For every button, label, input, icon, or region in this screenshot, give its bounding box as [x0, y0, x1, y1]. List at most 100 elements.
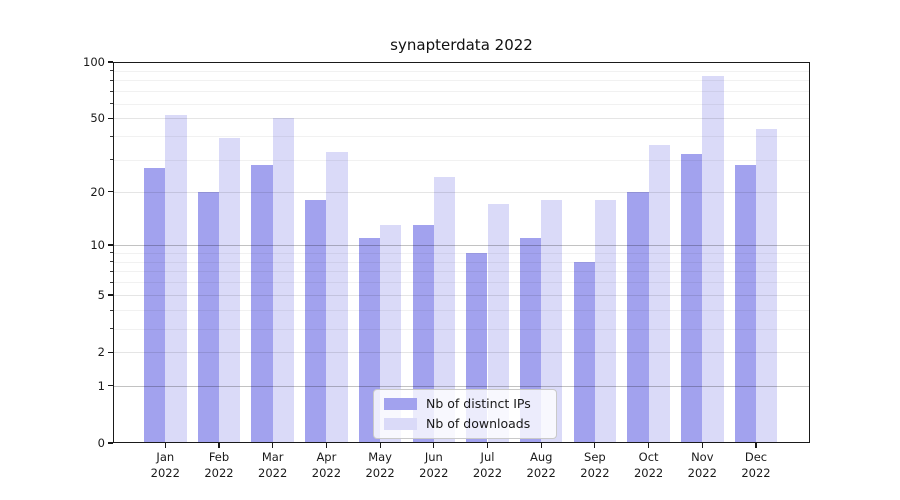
gridline-y-40: [113, 136, 810, 138]
gridline-y-30: [113, 159, 810, 161]
y-minortick-7: [110, 270, 113, 272]
x-tick-month: Aug: [529, 450, 553, 464]
x-tick-label-mar: Mar 2022: [246, 450, 300, 481]
gridline-y-90: [113, 70, 810, 72]
y-tick-0: [108, 442, 113, 444]
x-tick-feb: [218, 443, 220, 448]
bar-dec-distinct-ips: [734, 165, 756, 443]
x-tick-label-feb: Feb 2022: [192, 450, 246, 481]
gridline-y-3: [113, 328, 810, 330]
x-tick-label-may: May 2022: [353, 450, 407, 481]
y-minortick-4: [110, 309, 113, 311]
legend-swatch-downloads: [384, 417, 417, 430]
x-tick-dec: [755, 443, 757, 448]
y-minortick-30: [110, 159, 113, 160]
bar-nov-downloads: [702, 76, 724, 443]
gridline-y-80: [113, 80, 810, 82]
x-tick-year: 2022: [419, 465, 449, 480]
bar-dec-downloads: [756, 128, 778, 443]
legend-item-downloads: Nb of downloads: [384, 415, 546, 432]
gridline-y-70: [113, 91, 810, 93]
y-tick-5: [108, 294, 113, 296]
x-tick-month: Jul: [480, 450, 495, 464]
y-minortick-80: [110, 79, 113, 81]
x-tick-label-dec: Dec 2022: [729, 450, 783, 481]
x-tick-label-jul: Jul 2022: [461, 450, 515, 481]
x-tick-oct: [648, 443, 650, 448]
gridline-y-8: [113, 261, 810, 263]
x-tick-year: 2022: [311, 465, 342, 480]
x-tick-label-nov: Nov 2022: [675, 450, 729, 481]
y-minortick-9: [110, 252, 113, 254]
bar-jan-downloads: [165, 115, 187, 443]
legend-label-downloads: Nb of downloads: [426, 416, 531, 431]
x-tick-label-oct: Oct 2022: [622, 450, 676, 481]
y-tick-20: [108, 191, 113, 193]
x-tick-month: Jan: [156, 450, 175, 464]
bar-sep-downloads: [594, 199, 617, 443]
x-tick-year: 2022: [687, 465, 717, 480]
y-tick-label-5: 5: [97, 288, 105, 303]
y-minortick-70: [110, 90, 113, 92]
x-tick-month: Nov: [691, 450, 714, 464]
y-tick-10: [108, 244, 113, 246]
gridline-y-6: [113, 282, 810, 284]
legend-label-distinct-ips: Nb of distinct IPs: [426, 396, 531, 411]
x-tick-year: 2022: [258, 465, 288, 480]
y-tick-label-2: 2: [97, 345, 105, 360]
x-tick-sep: [594, 443, 596, 448]
gridline-y-60: [113, 103, 810, 105]
y-minortick-3: [110, 328, 113, 330]
x-tick-month: Sep: [584, 450, 606, 464]
x-tick-jan: [164, 443, 166, 448]
y-tick-label-50: 50: [90, 111, 105, 126]
bar-apr-downloads: [326, 151, 348, 443]
y-tick-label-100: 100: [83, 55, 105, 69]
y-minortick-6: [110, 281, 113, 283]
x-tick-month: Oct: [638, 450, 659, 464]
x-tick-jun: [433, 443, 435, 448]
gridline-y-4: [113, 310, 810, 312]
x-tick-nov: [701, 443, 703, 448]
y-minortick-60: [110, 103, 113, 105]
legend-item-distinct-ips: Nb of distinct IPs: [384, 395, 546, 412]
x-tick-year: 2022: [526, 465, 556, 480]
x-tick-may: [379, 443, 381, 448]
bar-oct-downloads: [648, 144, 670, 443]
y-minortick-90: [110, 70, 113, 72]
legend-swatch-distinct-ips: [384, 397, 417, 410]
gridline-y-5: [113, 295, 810, 297]
y-tick-label-20: 20: [90, 184, 105, 199]
bar-sep-distinct-ips: [573, 261, 595, 443]
x-tick-year: 2022: [150, 465, 180, 480]
gridline-y-50: [113, 118, 810, 120]
bar-jul-downloads: [487, 204, 509, 443]
y-tick-label-10: 10: [90, 238, 105, 253]
chart-title: synapterdata 2022: [390, 36, 533, 54]
x-tick-month: Apr: [316, 450, 337, 464]
bar-jan-distinct-ips: [144, 167, 166, 443]
gridline-y-1: [113, 385, 810, 387]
x-tick-apr: [325, 443, 327, 448]
gridline-y-2: [113, 352, 810, 354]
x-tick-year: 2022: [580, 465, 610, 480]
x-tick-month: May: [368, 450, 392, 464]
x-tick-label-sep: Sep 2022: [568, 450, 622, 481]
x-tick-label-jun: Jun 2022: [407, 450, 461, 481]
bar-feb-downloads: [219, 138, 241, 443]
x-tick-month: Feb: [208, 450, 230, 464]
x-tick-label-jan: Jan 2022: [138, 450, 192, 481]
bar-aug-downloads: [541, 199, 563, 443]
x-tick-month: Dec: [744, 450, 768, 464]
plot-area: 0 1 2 5 10 20 50 100 Jan 2022 Feb 2022 Mar 2022 Apr 202…: [83, 55, 810, 480]
x-tick-year: 2022: [365, 465, 395, 480]
y-tick-label-1: 1: [97, 378, 105, 393]
bar-apr-distinct-ips: [305, 199, 327, 443]
gridline-y-20: [113, 191, 810, 193]
gridline-y-7: [113, 271, 810, 273]
y-tick-50: [108, 117, 113, 119]
gridline-y-9: [113, 252, 810, 254]
x-tick-label-apr: Apr 2022: [299, 450, 353, 481]
bar-nov-distinct-ips: [681, 154, 703, 443]
